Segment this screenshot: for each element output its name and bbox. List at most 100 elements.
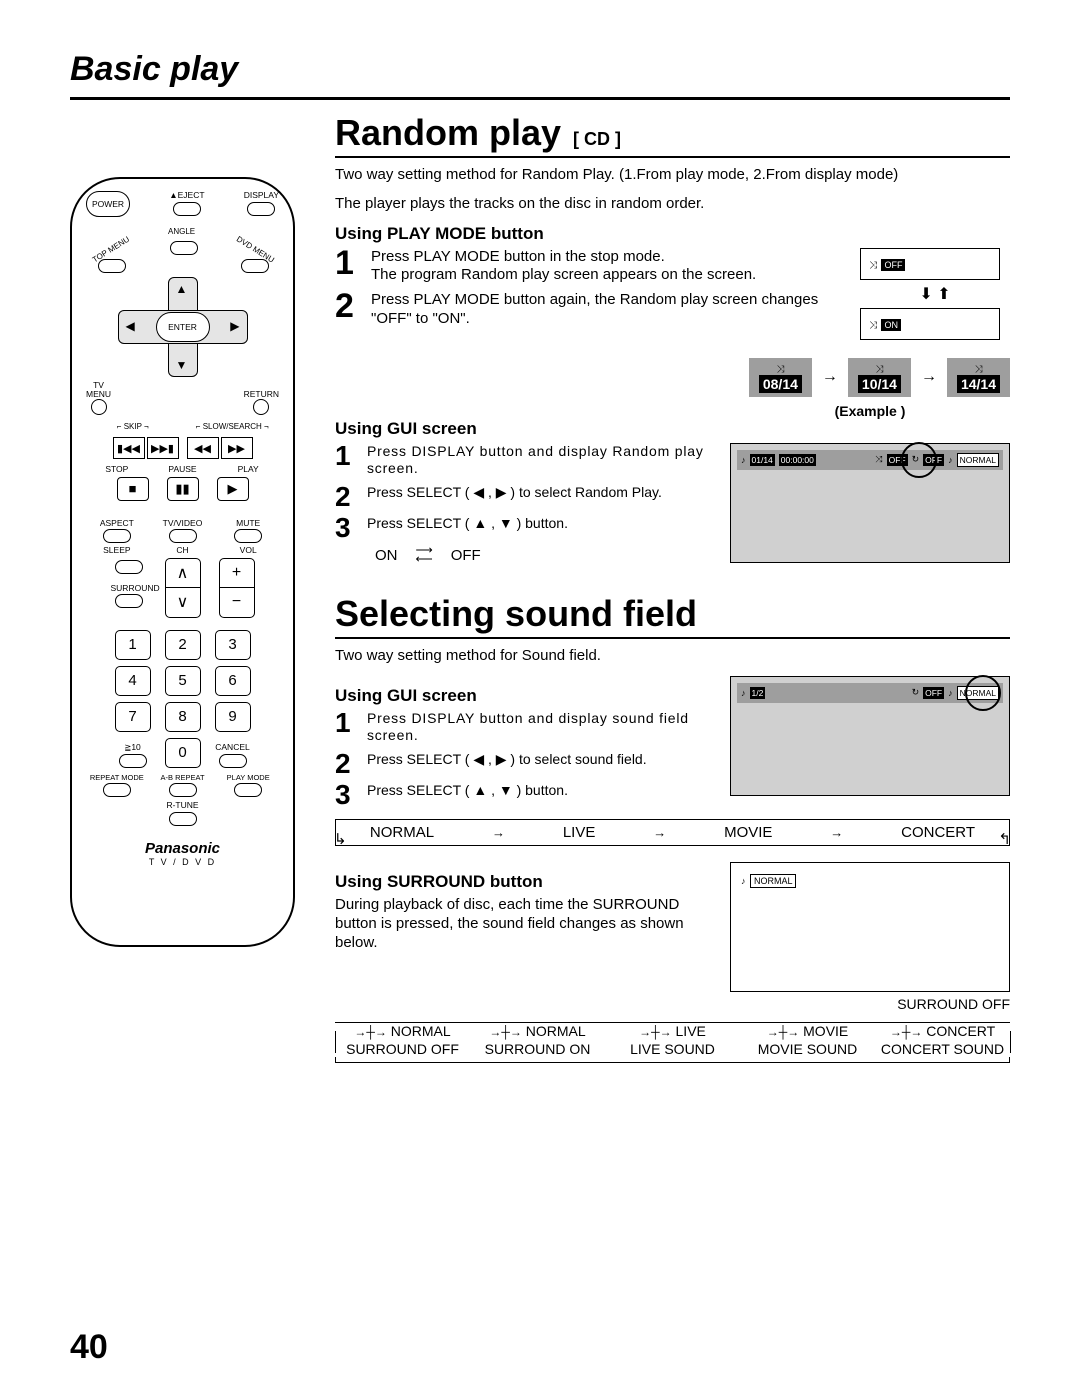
step-number: 2	[335, 291, 361, 322]
step-number: 3	[335, 515, 357, 540]
cancel-button[interactable]	[219, 754, 247, 768]
sound-gui-heading: Using GUI screen	[335, 686, 712, 706]
num-7-button[interactable]: 7	[115, 702, 151, 732]
num-2-button[interactable]: 2	[165, 630, 201, 660]
num-4-button[interactable]: 4	[115, 666, 151, 696]
skip-next-button[interactable]: ▶▶▮	[147, 437, 179, 459]
mute-button[interactable]	[234, 529, 262, 543]
num-0-button[interactable]: 0	[165, 738, 201, 768]
example-label: (Example )	[730, 403, 1010, 419]
dpad[interactable]: ENTER ▲ ▼ ◀ ▶	[118, 277, 248, 377]
step-number: 2	[335, 751, 357, 776]
pause-button[interactable]: ▮▮	[167, 477, 199, 501]
search-back-button[interactable]: ◀◀	[187, 437, 219, 459]
sleep-button[interactable]	[115, 560, 143, 574]
sound-step3-text: Press SELECT ( ▲ , ▼ ) button.	[367, 782, 712, 800]
playmode-button[interactable]	[234, 783, 262, 797]
sub-brand-label: T V / D V D	[86, 857, 279, 867]
play-label: PLAY	[217, 465, 279, 474]
vol-label: VOL	[217, 546, 279, 555]
num-6-button[interactable]: 6	[215, 666, 251, 696]
skip-label: ⌐ SKIP ¬	[86, 422, 180, 431]
return-label: RETURN	[244, 390, 279, 399]
highlight-circle	[965, 675, 1001, 711]
brand-label: Panasonic	[86, 840, 279, 857]
top-menu-button[interactable]	[98, 259, 126, 273]
skip-prev-button[interactable]: ▮◀◀	[113, 437, 145, 459]
step-number: 1	[335, 710, 357, 735]
on-off-toggle: ON ⟶⟵ OFF	[375, 546, 712, 565]
step-number: 1	[335, 443, 357, 468]
step-number: 2	[335, 484, 357, 509]
angle-button[interactable]	[170, 241, 198, 255]
ch-label: CH	[152, 546, 214, 555]
sound-flow: ↳ NORMAL→ LIVE→ MOVIE→ CONCERT ↰	[335, 819, 1010, 846]
surround-heading: Using SURROUND button	[335, 872, 712, 892]
tv-menu-button[interactable]	[91, 399, 107, 415]
slow-label: ⌐ SLOW/SEARCH ¬	[186, 422, 280, 431]
mute-label: MUTE	[217, 519, 279, 528]
remote-control: POWER ▲EJECT DISPLAY TOP MENU ANGLE DV	[70, 177, 295, 947]
surround-button[interactable]	[115, 594, 143, 608]
up-arrow-icon: ▲	[176, 282, 188, 296]
cancel-label: CANCEL	[215, 743, 251, 752]
dvd-menu-button[interactable]	[241, 259, 269, 273]
display-label: DISPLAY	[244, 191, 279, 200]
rtune-label: R-TUNE	[86, 801, 279, 810]
step-number: 3	[335, 782, 357, 807]
updown-arrows-icon: ⬇ ⬆	[860, 284, 1010, 304]
surround-osd-box: ♪ NORMAL	[730, 862, 1010, 992]
ab-repeat-button[interactable]	[169, 783, 197, 797]
menu-label: MENU	[86, 390, 111, 399]
track-sequence: ⤨08/14 → ⤨10/14 → ⤨14/14	[335, 358, 1010, 397]
random-intro-2: The player plays the tracks on the disc …	[335, 195, 1010, 214]
sound-field-heading: Selecting sound field	[335, 593, 1010, 639]
return-button[interactable]	[253, 399, 269, 415]
surround-text: During playback of disc, each time the S…	[335, 896, 712, 952]
repeat-button[interactable]	[103, 783, 131, 797]
tvvideo-button[interactable]	[169, 529, 197, 543]
display-button[interactable]	[247, 202, 275, 216]
rtune-button[interactable]	[169, 812, 197, 826]
aspect-label: ASPECT	[86, 519, 148, 528]
page-number: 40	[70, 1328, 108, 1367]
geq10-label: ≧10	[115, 743, 151, 752]
ab-repeat-label: A-B REPEAT	[152, 774, 214, 782]
num-9-button[interactable]: 9	[215, 702, 251, 732]
aspect-button[interactable]	[103, 529, 131, 543]
eject-button[interactable]	[173, 202, 201, 216]
angle-label: ANGLE	[168, 227, 195, 236]
gui-heading: Using GUI screen	[335, 419, 710, 439]
random-intro-1: Two way setting method for Random Play. …	[335, 166, 1010, 185]
tvvideo-label: TV/VIDEO	[152, 519, 214, 528]
down-arrow-icon: ▼	[176, 358, 188, 372]
num-8-button[interactable]: 8	[165, 702, 201, 732]
num-5-button[interactable]: 5	[165, 666, 201, 696]
gui-step1-text: Press DISPLAY button and display Random …	[367, 443, 712, 478]
repeat-label: REPEAT MODE	[86, 774, 148, 782]
pause-label: PAUSE	[152, 465, 214, 474]
num-1-button[interactable]: 1	[115, 630, 151, 660]
enter-button[interactable]: ENTER	[156, 312, 210, 342]
step-number: 1	[335, 248, 361, 279]
play-button[interactable]: ▶	[217, 477, 249, 501]
pm-step1-text: Press PLAY MODE button in the stop mode.…	[371, 248, 842, 286]
surround-label: SURROUND	[111, 584, 147, 593]
sound-intro: Two way setting method for Sound field.	[335, 647, 1010, 666]
vol-rocker[interactable]: + −	[219, 558, 255, 618]
osd-on-box: ⤨ ON	[860, 308, 1000, 340]
num-3-button[interactable]: 3	[215, 630, 251, 660]
geq10-button[interactable]	[119, 754, 147, 768]
random-play-heading: Random play [ CD ]	[335, 112, 1010, 158]
section-title: Basic play	[70, 50, 1010, 89]
playmode-label: PLAY MODE	[217, 774, 279, 782]
ch-rocker[interactable]: ∧ ∨	[165, 558, 201, 618]
left-arrow-icon: ◀	[126, 319, 135, 333]
search-fwd-button[interactable]: ▶▶	[221, 437, 253, 459]
power-button[interactable]: POWER	[86, 191, 130, 217]
eject-label: ▲EJECT	[169, 191, 204, 200]
play-mode-heading: Using PLAY MODE button	[335, 224, 1010, 244]
sleep-label: SLEEP	[86, 546, 148, 555]
example-screen-sound: ♪ 1/2 ↻OFF ♪NORMAL	[730, 676, 1010, 796]
stop-button[interactable]: ■	[117, 477, 149, 501]
